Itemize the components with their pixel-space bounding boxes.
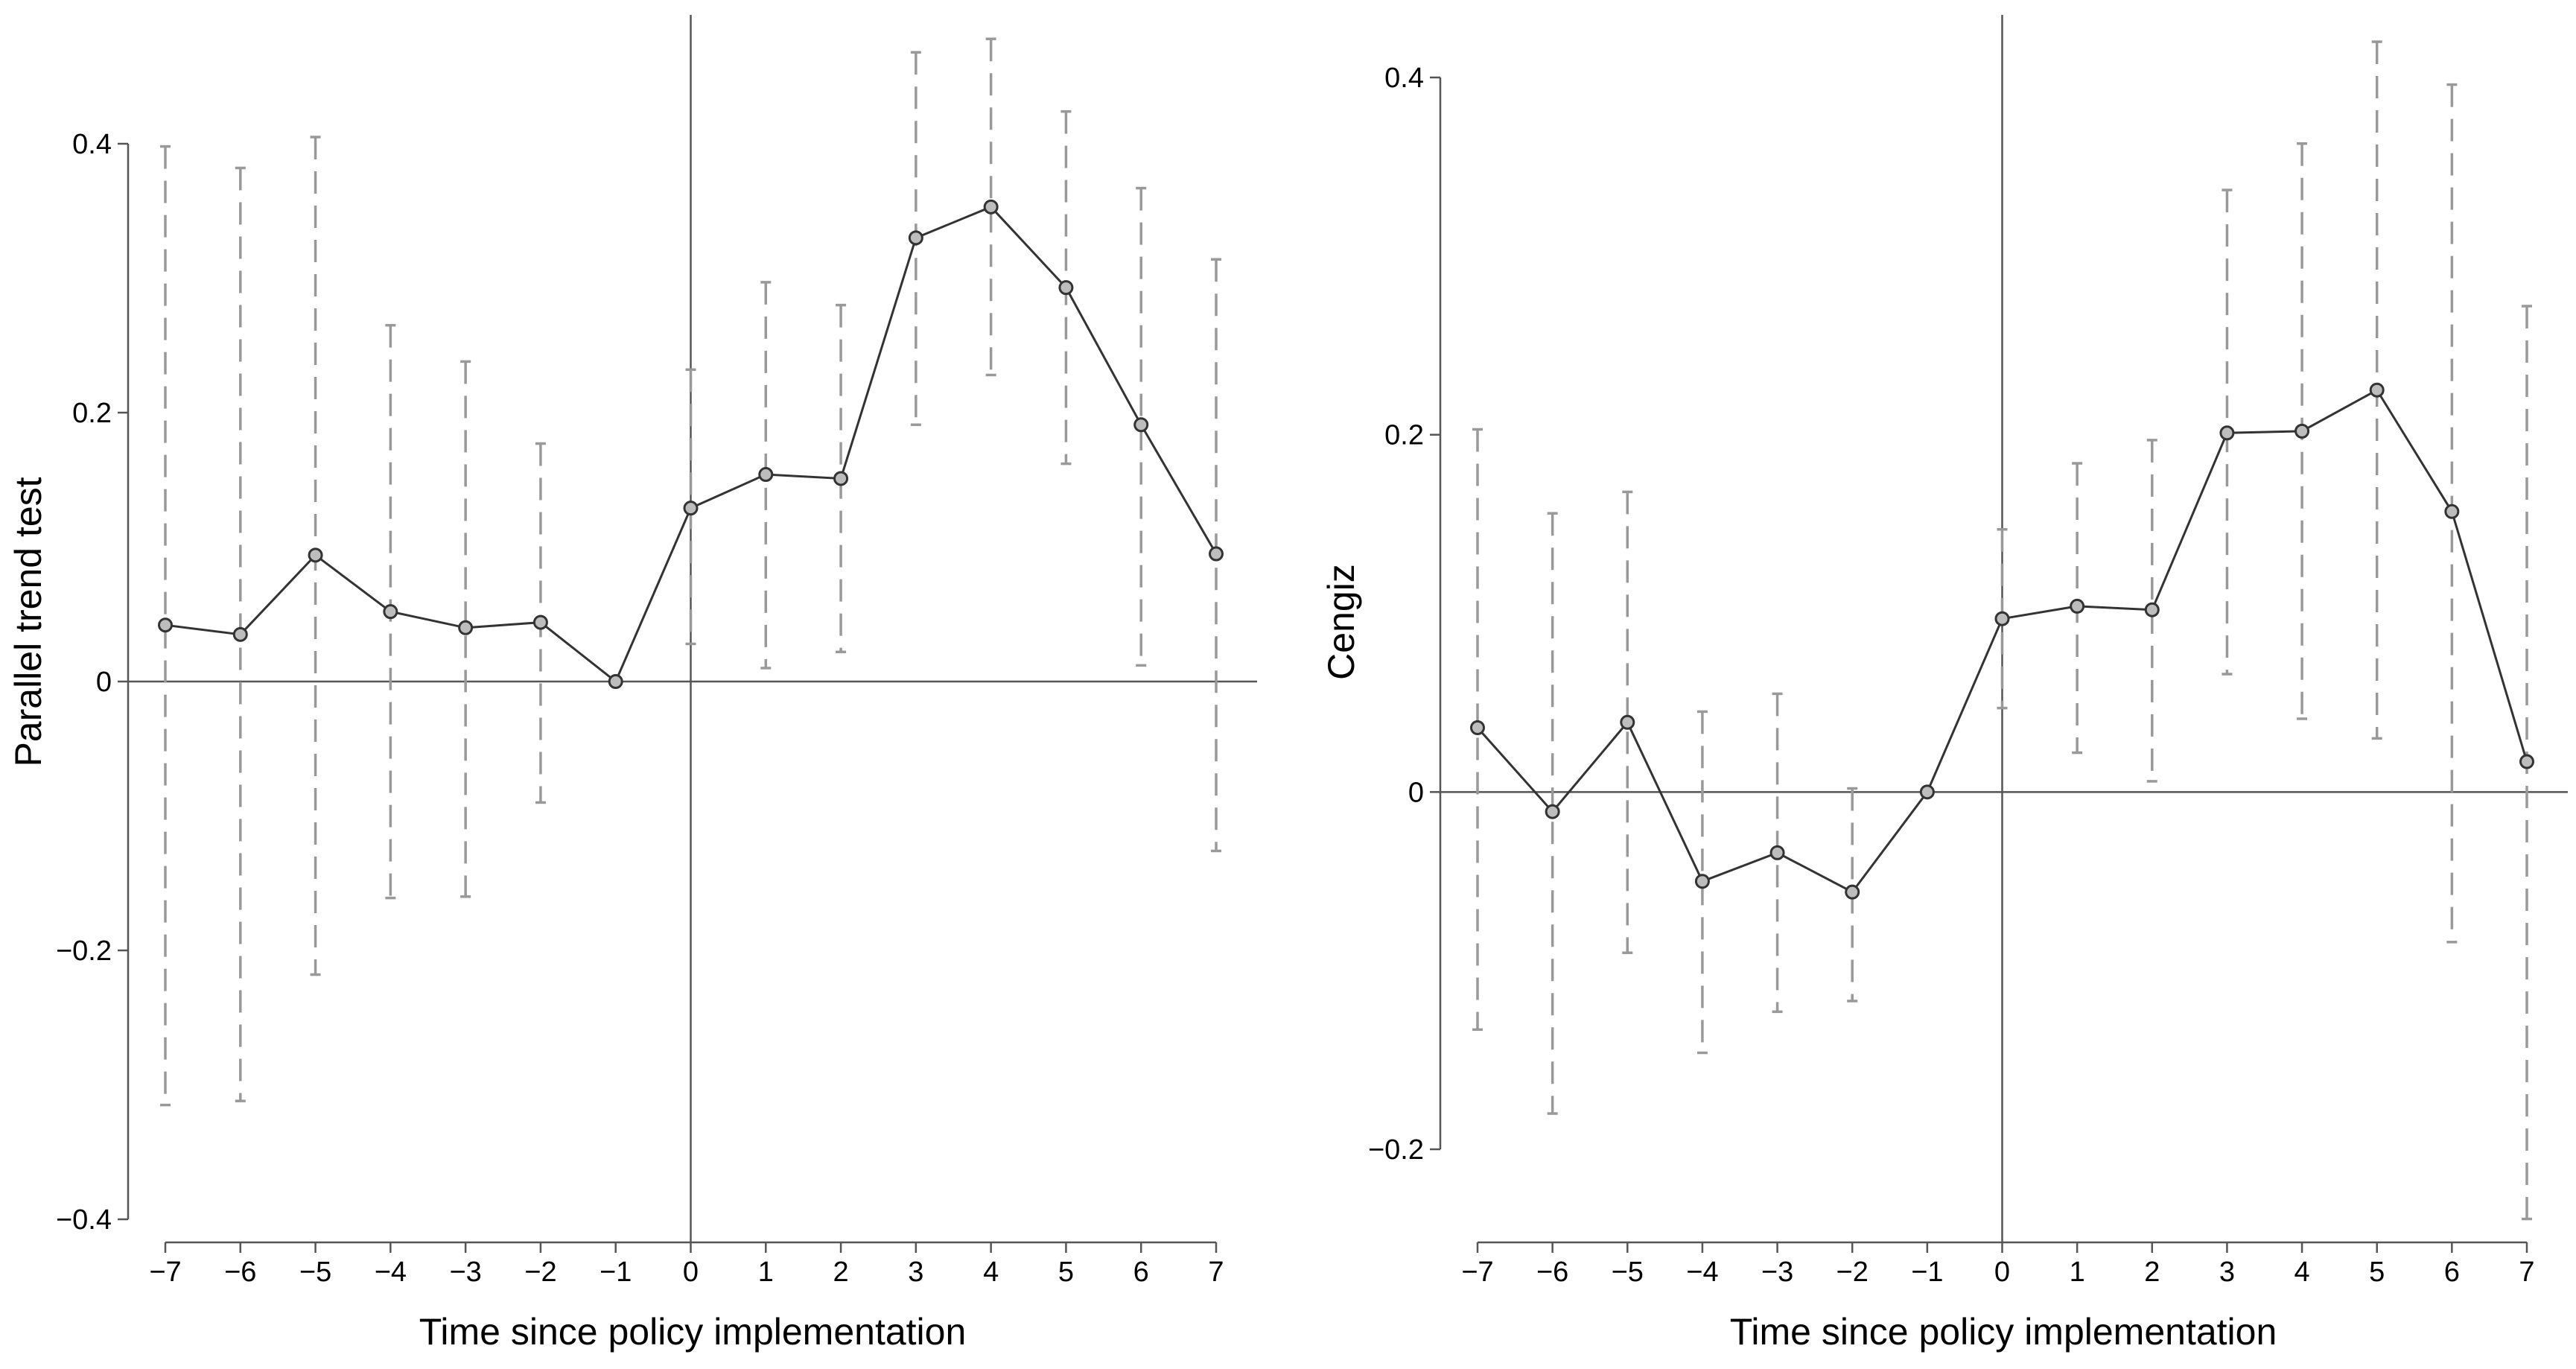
estimate-point (383, 604, 398, 620)
x-axis-title: Time since policy implementation (419, 1311, 967, 1353)
estimate-point (1845, 884, 1860, 900)
estimate-point (1133, 417, 1149, 433)
x-tick-label: −6 (1536, 1257, 1568, 1288)
estimate-point (532, 614, 548, 630)
x-tick-label: −6 (224, 1257, 256, 1288)
x-tick-label: 0 (1994, 1257, 2010, 1288)
x-tick-label: 2 (833, 1257, 849, 1288)
x-tick-label: −1 (1911, 1257, 1943, 1288)
y-tick-label: −0.4 (56, 1204, 112, 1236)
x-tick-label: −5 (299, 1257, 331, 1288)
x-tick-label: 1 (2070, 1257, 2085, 1288)
x-tick-label: 2 (2144, 1257, 2160, 1288)
estimate-point (2070, 598, 2085, 614)
y-tick-label: 0.2 (72, 398, 112, 429)
x-tick-label: 5 (1058, 1257, 1074, 1288)
estimate-point (833, 471, 849, 486)
estimate-point (308, 547, 323, 563)
y-axis-title: Parallel trend test (7, 477, 49, 766)
estimate-point (2294, 423, 2310, 439)
x-tick-label: 3 (908, 1257, 923, 1288)
x-tick-label: 7 (1208, 1257, 1224, 1288)
estimate-point (1620, 714, 1635, 730)
estimate-point (1058, 280, 1074, 296)
x-tick-label: −3 (1761, 1257, 1793, 1288)
x-tick-label: −4 (375, 1257, 407, 1288)
x-tick-label: −2 (524, 1257, 556, 1288)
x-tick-label: 7 (2519, 1257, 2534, 1288)
y-tick-label: 0 (1408, 777, 1424, 808)
y-tick-label: −0.2 (1368, 1134, 1424, 1166)
estimate-point (2144, 602, 2160, 617)
right-panel-cengiz: −0.2 0 0.2 0.4 −7 −6 −5 −4 −3 −2 −1 0 1 2 3 4 5 6 7 Time si… (1320, 15, 2568, 1353)
estimate-point (2219, 425, 2235, 441)
x-tick-label: 4 (983, 1257, 999, 1288)
x-tick-label: 6 (2444, 1257, 2460, 1288)
y-tick-label: 0.4 (1384, 63, 1424, 94)
y-tick-label: −0.2 (56, 936, 112, 967)
x-tick-label: −1 (600, 1257, 632, 1288)
estimate-point (983, 199, 999, 215)
left-panel-parallel-trend-test: −0.4 −0.2 0 0.2 0.4 −7 −6 −5 −4 −3 −2 −1 0 1 2 3 4 5 6 7 Tim… (7, 15, 1257, 1353)
x-tick-label: 5 (2369, 1257, 2385, 1288)
estimate-point (1545, 804, 1560, 819)
x-tick-label: 3 (2219, 1257, 2235, 1288)
x-tick-label: 0 (683, 1257, 699, 1288)
x-tick-label: 4 (2294, 1257, 2310, 1288)
estimate-point (2519, 754, 2534, 769)
x-tick-label: −7 (149, 1257, 181, 1288)
y-tick-label: 0.2 (1384, 420, 1424, 451)
estimate-point (1919, 784, 1935, 800)
x-tick-label: −7 (1461, 1257, 1493, 1288)
estimate-point (683, 501, 699, 516)
estimate-point (1470, 720, 1485, 735)
estimate-point (458, 620, 474, 635)
y-tick-label: 0 (96, 667, 112, 698)
estimate-point (608, 674, 623, 689)
x-tick-label: 1 (758, 1257, 774, 1288)
x-tick-label: −3 (449, 1257, 481, 1288)
x-tick-label: −4 (1686, 1257, 1718, 1288)
estimate-point (158, 617, 173, 633)
y-axis-title: Cengiz (1320, 564, 1362, 680)
estimate-point (1694, 874, 1710, 889)
x-tick-label: 6 (1133, 1257, 1149, 1288)
estimate-point (2444, 504, 2460, 519)
x-tick-label: −2 (1836, 1257, 1869, 1288)
x-tick-label: −5 (1612, 1257, 1644, 1288)
x-axis-title: Time since policy implementation (1730, 1311, 2277, 1353)
y-tick-label: 0.4 (72, 129, 112, 160)
estimate-point (908, 230, 923, 246)
estimate-point (1994, 611, 2010, 626)
estimate-point (1769, 845, 1785, 860)
estimate-point (758, 467, 774, 483)
estimate-point (232, 626, 248, 642)
estimate-point (2369, 382, 2385, 398)
estimate-point (1209, 546, 1224, 562)
